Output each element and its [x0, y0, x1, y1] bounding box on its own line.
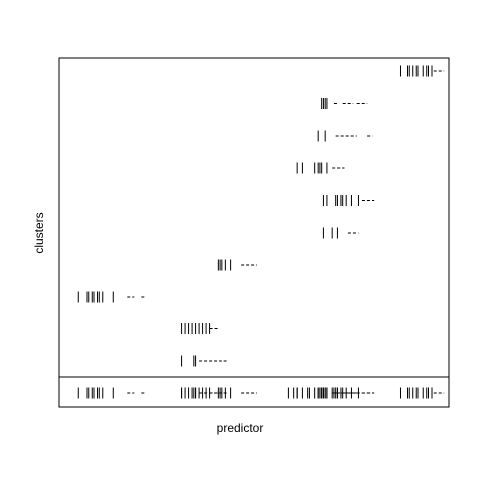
y-axis-label: clusters	[32, 212, 46, 254]
x-axis-label: predictor	[216, 421, 264, 435]
plot-frame	[58, 57, 450, 408]
